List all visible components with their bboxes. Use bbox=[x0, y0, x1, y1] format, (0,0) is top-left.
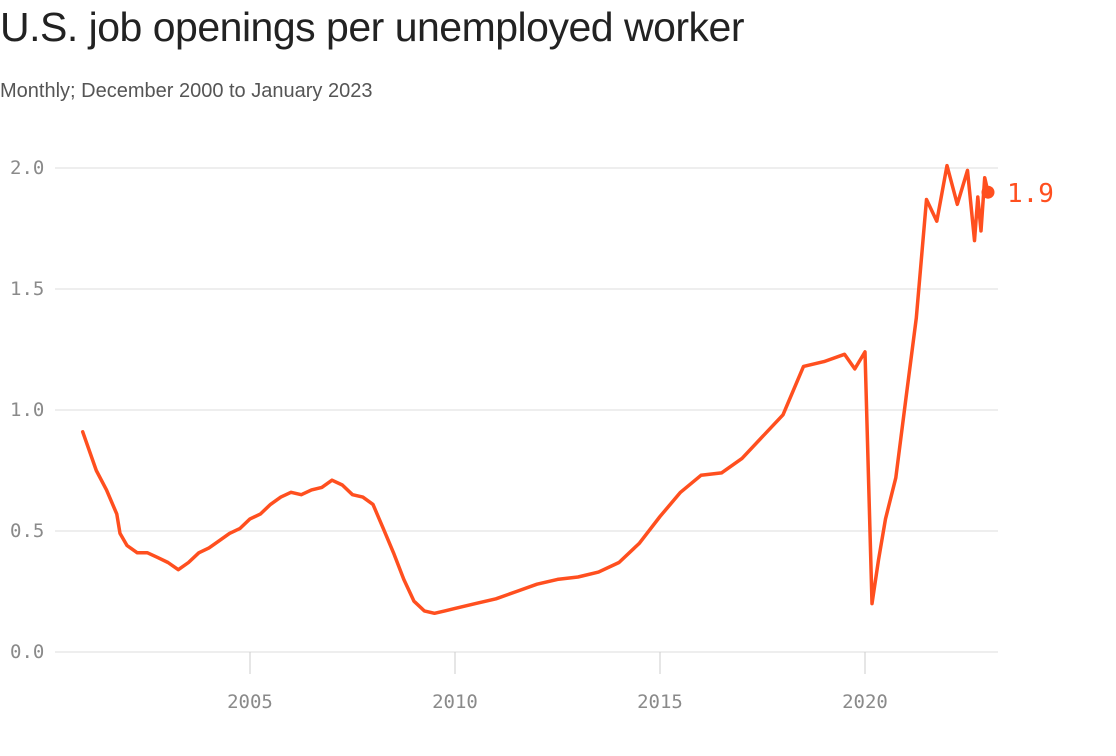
y-tick-label: 2.0 bbox=[10, 157, 44, 179]
x-tick-label: 2015 bbox=[637, 691, 683, 713]
chart-subtitle: Monthly; December 2000 to January 2023 bbox=[0, 80, 373, 102]
x-tick-label: 2020 bbox=[842, 691, 888, 713]
y-axis-ticks: 0.0 0.5 1.0 1.5 2.0 bbox=[10, 157, 44, 663]
series-line bbox=[80, 163, 990, 616]
end-value-label: 1.9 bbox=[1007, 179, 1054, 209]
end-point-marker bbox=[981, 185, 995, 199]
chart-title: U.S. job openings per unemployed worker bbox=[0, 4, 745, 50]
x-tick-label: 2005 bbox=[227, 691, 273, 713]
y-tick-label: 1.0 bbox=[10, 399, 44, 421]
x-tick-label: 2010 bbox=[432, 691, 478, 713]
y-tick-label: 1.5 bbox=[10, 278, 44, 300]
grid-lines bbox=[55, 167, 998, 653]
y-tick-label: 0.0 bbox=[10, 641, 44, 663]
x-axis-ticks: 2005 2010 2015 2020 bbox=[227, 652, 888, 713]
y-tick-label: 0.5 bbox=[10, 520, 44, 542]
